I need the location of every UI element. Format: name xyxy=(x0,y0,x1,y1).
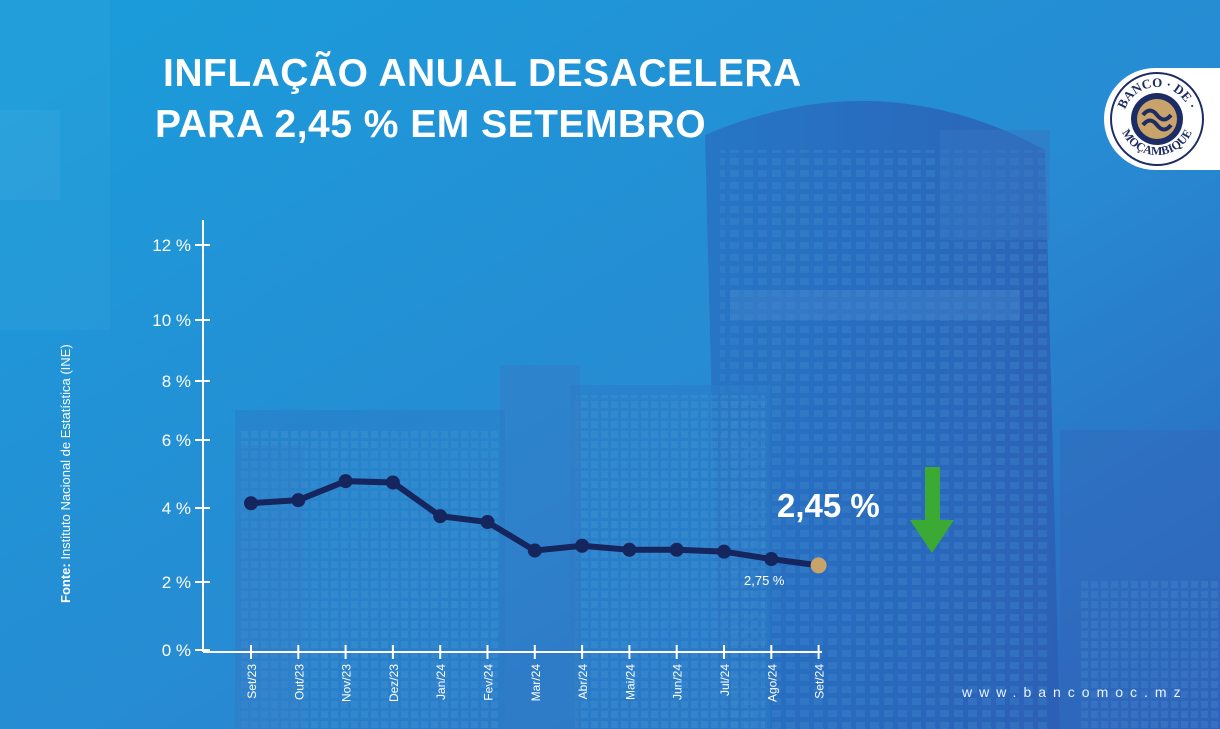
data-point xyxy=(764,552,779,567)
y-tick-label: 12 % xyxy=(152,236,191,255)
y-tick-label: 4 % xyxy=(162,499,191,518)
logo-container: BANCO · DE · MOÇAMBIQUE xyxy=(1104,68,1220,170)
x-tick-label: Set/24 xyxy=(813,664,827,699)
x-tick-label: Jul/24 xyxy=(718,664,732,696)
data-point-latest xyxy=(810,557,827,574)
data-point xyxy=(291,493,306,508)
x-tick-label: Nov/23 xyxy=(340,664,354,702)
previous-value-label: 2,75 % xyxy=(744,573,785,588)
data-point xyxy=(480,515,495,530)
data-point xyxy=(338,474,353,489)
y-tick-label: 10 % xyxy=(152,311,191,330)
bank-logo: BANCO · DE · MOÇAMBIQUE xyxy=(1110,72,1204,166)
data-point xyxy=(385,475,400,490)
x-tick-label: Jun/24 xyxy=(671,664,685,700)
x-tick-label: Mai/24 xyxy=(623,664,637,700)
data-point xyxy=(622,542,637,557)
data-point xyxy=(575,538,590,553)
latest-value-label: 2,45 % xyxy=(777,487,880,524)
y-tick-label: 0 % xyxy=(162,641,191,660)
x-tick-label: Abr/24 xyxy=(576,664,590,700)
data-point xyxy=(244,496,258,511)
down-arrow-icon xyxy=(910,467,954,553)
x-tick-label: Ago/24 xyxy=(765,664,779,702)
y-tick-label: 6 % xyxy=(162,431,191,450)
x-tick-label: Out/23 xyxy=(292,664,306,700)
page-title-line-1: INFLAÇÃO ANUAL DESACELERA xyxy=(163,52,802,95)
data-point xyxy=(527,543,542,558)
data-point xyxy=(669,542,684,557)
y-tick-label: 2 % xyxy=(162,573,191,592)
x-tick-label: Jan/24 xyxy=(434,664,448,700)
data-point xyxy=(717,544,731,559)
x-tick-label: Set/23 xyxy=(245,664,259,699)
x-tick-label: Fev/24 xyxy=(482,664,496,701)
data-point xyxy=(433,509,448,524)
x-tick-label: Mar/24 xyxy=(529,664,543,702)
x-tick-label: Dez/23 xyxy=(387,664,401,702)
page-title-line-2: PARA 2,45 % EM SETEMBRO xyxy=(155,103,707,146)
website-url: www.bancomoc.mz xyxy=(962,684,1188,700)
y-tick-label: 8 % xyxy=(162,372,191,391)
